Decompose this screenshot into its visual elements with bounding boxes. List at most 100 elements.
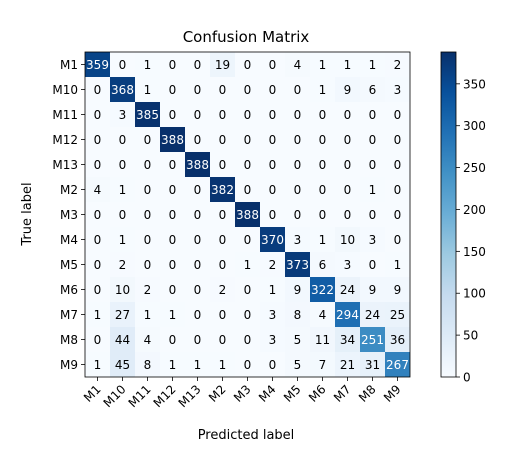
heatmap-cell	[210, 77, 235, 102]
heatmap-cell	[210, 252, 235, 277]
cell-value-label: 388	[161, 133, 184, 147]
heatmap-cell	[310, 277, 335, 302]
heatmap-cell	[310, 152, 335, 177]
cell-value-label: 0	[344, 108, 352, 122]
cell-value-label: 9	[394, 283, 402, 297]
cell-value-label: 368	[111, 83, 134, 97]
cell-value-label: 382	[211, 183, 234, 197]
heatmap-cell	[385, 227, 410, 252]
heatmap-cell	[85, 252, 110, 277]
heatmap-cell	[85, 227, 110, 252]
cell-value-label: 0	[169, 83, 177, 97]
colorbar-tick-label: 200	[463, 203, 486, 217]
y-axis-label: True label	[20, 182, 35, 246]
x-tick-label: M10	[101, 382, 129, 410]
cell-value-label: 359	[86, 58, 109, 72]
heatmap-cell	[285, 352, 310, 377]
cell-value-label: 9	[294, 283, 302, 297]
y-tick-label: M9	[60, 358, 78, 372]
heatmap-cell	[260, 277, 285, 302]
heatmap-cell	[210, 202, 235, 227]
heatmap-cell	[110, 252, 135, 277]
heatmap-cell	[235, 127, 260, 152]
heatmap-cell	[335, 102, 360, 127]
y-tick-label: M2	[60, 183, 78, 197]
cell-value-label: 0	[344, 208, 352, 222]
heatmap-cell	[210, 277, 235, 302]
y-tick-label: M13	[52, 158, 78, 172]
cell-value-label: 0	[294, 83, 302, 97]
cell-value-label: 0	[269, 58, 277, 72]
heatmap-cell	[185, 52, 210, 77]
cell-value-label: 0	[169, 108, 177, 122]
cell-value-label: 0	[244, 283, 252, 297]
y-tick-label: M7	[60, 308, 78, 322]
cell-value-label: 1	[94, 308, 102, 322]
y-tick-label: M5	[60, 258, 78, 272]
cell-value-label: 3	[344, 258, 352, 272]
cell-value-label: 1	[244, 258, 252, 272]
heatmap-cell	[135, 352, 160, 377]
heatmap-cell	[260, 227, 285, 252]
cell-value-label: 0	[244, 158, 252, 172]
cell-value-label: 1	[369, 183, 377, 197]
heatmap-cell	[360, 52, 385, 77]
cell-value-label: 6	[369, 83, 377, 97]
cell-value-label: 0	[144, 208, 152, 222]
y-tick-label: M8	[60, 333, 78, 347]
cell-value-label: 11	[315, 333, 330, 347]
heatmap-cell	[135, 252, 160, 277]
cell-value-label: 0	[244, 133, 252, 147]
heatmap-cell	[185, 177, 210, 202]
cell-value-label: 0	[369, 133, 377, 147]
heatmap-cell	[385, 352, 410, 377]
heatmap-cell	[385, 252, 410, 277]
heatmap-cell	[135, 202, 160, 227]
heatmap-cell	[185, 127, 210, 152]
cell-value-label: 0	[94, 233, 102, 247]
cell-value-label: 1	[319, 83, 327, 97]
cell-value-label: 1	[269, 283, 277, 297]
cell-value-label: 24	[365, 308, 380, 322]
cell-value-label: 0	[344, 133, 352, 147]
heatmap-cell	[110, 277, 135, 302]
y-tick-label: M11	[52, 108, 78, 122]
cell-value-label: 0	[269, 158, 277, 172]
heatmap-cell	[360, 152, 385, 177]
cell-value-label: 0	[269, 133, 277, 147]
x-tick-label: M4	[256, 382, 279, 405]
heatmap-cell	[310, 77, 335, 102]
heatmap-cell	[85, 352, 110, 377]
cell-value-label: 0	[269, 83, 277, 97]
cell-value-label: 1	[169, 358, 177, 372]
heatmap-cell	[235, 302, 260, 327]
x-axis-label: Predicted label	[198, 428, 295, 443]
cell-value-label: 10	[115, 283, 130, 297]
heatmap-cell	[85, 102, 110, 127]
heatmap-cell	[335, 52, 360, 77]
cell-value-label: 2	[219, 283, 227, 297]
cell-value-label: 1	[219, 358, 227, 372]
cell-value-label: 0	[244, 333, 252, 347]
x-tick-label: M6	[306, 382, 329, 405]
cell-value-label: 3	[369, 233, 377, 247]
cell-value-label: 0	[369, 208, 377, 222]
cell-value-label: 370	[261, 233, 284, 247]
heatmap-cell	[285, 302, 310, 327]
cell-value-label: 0	[219, 333, 227, 347]
cell-value-label: 0	[94, 108, 102, 122]
heatmap-cell	[235, 152, 260, 177]
heatmap-cell	[110, 52, 135, 77]
heatmap-cell	[210, 102, 235, 127]
heatmap-cell	[285, 327, 310, 352]
chart-title: Confusion Matrix	[183, 28, 310, 46]
heatmap-cell	[210, 152, 235, 177]
cell-value-label: 0	[119, 158, 127, 172]
heatmap-cell	[185, 327, 210, 352]
heatmap-cell	[285, 202, 310, 227]
cell-value-label: 0	[294, 158, 302, 172]
cell-value-label: 0	[169, 58, 177, 72]
cell-value-label: 27	[115, 308, 130, 322]
heatmap-cell	[335, 252, 360, 277]
